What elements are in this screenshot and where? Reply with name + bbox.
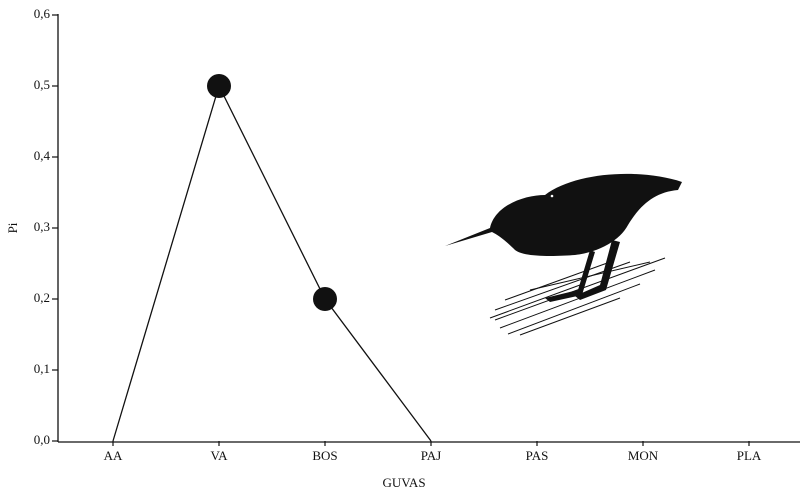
x-tick-label: PAJ bbox=[421, 448, 441, 463]
data-line bbox=[113, 86, 431, 441]
x-axis-label: GUVAS bbox=[382, 475, 425, 490]
data-point bbox=[313, 287, 337, 311]
y-tick-label: 0,3 bbox=[34, 219, 50, 234]
y-tick-label: 0,2 bbox=[34, 290, 50, 305]
y-tick-label: 0,6 bbox=[34, 6, 51, 21]
y-tick-label: 0,0 bbox=[34, 432, 50, 447]
data-point bbox=[207, 74, 231, 98]
y-tick-label: 0,4 bbox=[34, 148, 51, 163]
x-tick-label: VA bbox=[210, 448, 228, 463]
x-tick-label: AA bbox=[104, 448, 123, 463]
x-tick-label: BOS bbox=[312, 448, 337, 463]
chart: GUVAS Pi 0,0 0,1 0,2 0,3 0,4 0,5 0,6 AA VA BOS PAJ… bbox=[0, 0, 804, 494]
page: {"chart_data": {"type": "line", "x_label… bbox=[0, 0, 804, 494]
bird-illustration bbox=[445, 174, 682, 335]
x-tick-label: PAS bbox=[526, 448, 549, 463]
y-axis-label: Pi bbox=[5, 222, 20, 233]
y-tick-label: 0,5 bbox=[34, 77, 50, 92]
x-tick-label: PLA bbox=[737, 448, 762, 463]
x-tick-label: MON bbox=[628, 448, 659, 463]
y-tick-label: 0,1 bbox=[34, 361, 50, 376]
